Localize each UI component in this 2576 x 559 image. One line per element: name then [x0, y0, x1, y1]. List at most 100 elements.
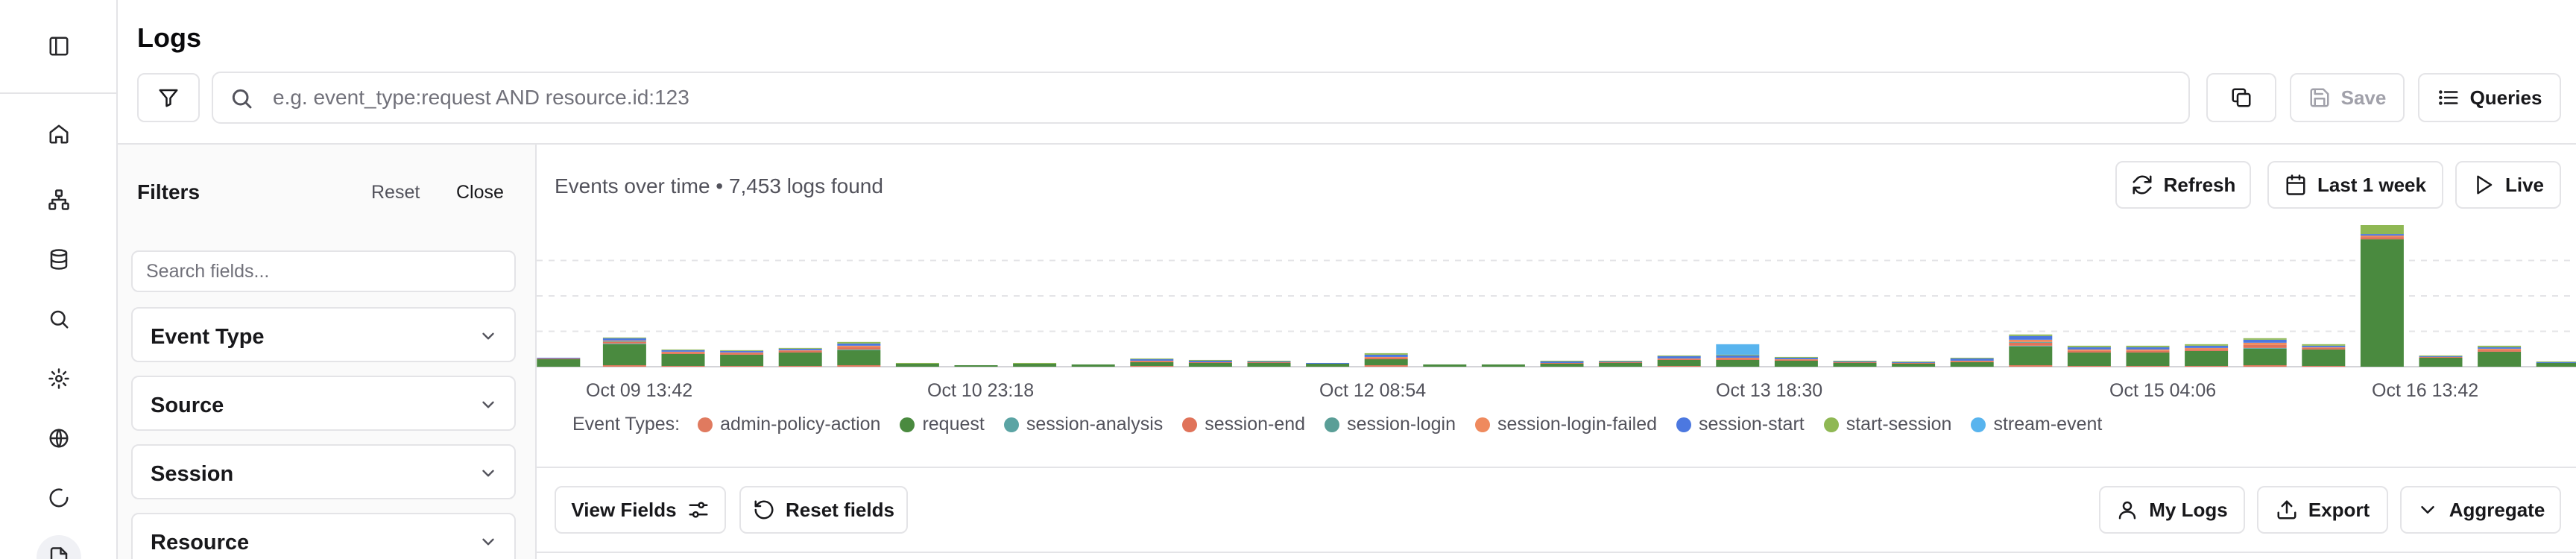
reset-fields-button[interactable]: Reset fields [739, 486, 908, 534]
bar-segment-session-end[interactable] [1599, 361, 1643, 363]
nav-database[interactable] [37, 237, 81, 282]
bar-segment-session-login[interactable] [602, 341, 646, 342]
bar-segment-session-start[interactable] [837, 343, 881, 346]
bar-segment-request[interactable] [954, 364, 998, 367]
bar-segment-session-end[interactable] [2185, 349, 2229, 351]
bar-segment-request[interactable] [2126, 352, 2170, 366]
bar-segment-start-session[interactable] [1013, 362, 1057, 364]
query-search-input[interactable] [273, 80, 2166, 115]
bar-segment-session-login-failed[interactable] [2478, 348, 2522, 350]
bar-segment-request[interactable] [1481, 364, 1525, 367]
bar-segment-request[interactable] [1306, 363, 1350, 367]
bar-segment-admin-policy-action[interactable] [2009, 364, 2053, 367]
nav-sitemap[interactable] [37, 177, 81, 222]
bar-segment-request[interactable] [1071, 364, 1115, 367]
bar-segment-session-analysis[interactable] [2243, 347, 2287, 349]
bar-segment-start-session[interactable] [778, 347, 822, 349]
legend-item-session-login[interactable]: session-login [1325, 414, 1456, 435]
bar-segment-session-login-failed[interactable] [2009, 339, 2053, 342]
bar-segment-session-login-failed[interactable] [2067, 349, 2111, 351]
bar-segment-session-start[interactable] [1540, 361, 1584, 363]
bar-segment-start-session[interactable] [2243, 338, 2287, 340]
bar-segment-admin-policy-action[interactable] [1364, 364, 1408, 367]
bar-segment-session-start[interactable] [1774, 357, 1818, 359]
bar-segment-request[interactable] [2243, 348, 2287, 365]
nav-globe[interactable] [37, 416, 81, 461]
legend-item-start-session[interactable]: start-session [1823, 414, 1951, 435]
bar-segment-session-start[interactable] [720, 350, 764, 353]
bar-segment-session-end[interactable] [2360, 237, 2404, 240]
filters-reset-button[interactable]: Reset [371, 182, 420, 203]
bar-segment-start-session[interactable] [2536, 361, 2576, 362]
bar-segment-start-session[interactable] [720, 350, 764, 351]
export-button[interactable]: Export [2257, 486, 2388, 534]
bar-segment-start-session[interactable] [2302, 344, 2346, 346]
facet-source[interactable]: Source [131, 376, 516, 431]
bar-segment-admin-policy-action[interactable] [2302, 365, 2346, 367]
nav-loader[interactable] [37, 476, 81, 520]
bar-segment-admin-policy-action[interactable] [778, 365, 822, 367]
my-logs-button[interactable]: My Logs [2099, 486, 2245, 534]
bar-segment-request[interactable] [2419, 357, 2463, 367]
bar-segment-session-start[interactable] [2302, 345, 2346, 347]
bar-segment-request[interactable] [1247, 362, 1291, 367]
bar-segment-request[interactable] [1774, 360, 1818, 367]
bar-segment-start-session[interactable] [1716, 354, 1760, 356]
bar-segment-session-start[interactable] [2360, 234, 2404, 236]
bar-segment-session-login-failed[interactable] [2126, 349, 2170, 351]
bar-segment-start-session[interactable] [1950, 357, 1994, 359]
bar-segment-start-session[interactable] [2478, 345, 2522, 347]
bar-segment-session-end[interactable] [2126, 350, 2170, 353]
bar-segment-session-end[interactable] [2478, 350, 2522, 352]
save-button[interactable]: Save [2290, 73, 2405, 122]
nav-settings[interactable] [37, 356, 81, 401]
bar-segment-request[interactable] [1188, 362, 1232, 367]
bar-segment-admin-policy-action[interactable] [2243, 364, 2287, 367]
bar-segment-session-login-failed[interactable] [1774, 359, 1818, 360]
bar-segment-start-session[interactable] [837, 341, 881, 344]
bar-segment-session-start[interactable] [1599, 361, 1643, 362]
bar-segment-request[interactable] [1540, 363, 1584, 367]
bar-segment-request[interactable] [602, 344, 646, 365]
bar-segment-session-end[interactable] [720, 353, 764, 355]
bar-segment-session-start[interactable] [1130, 359, 1174, 361]
bar-segment-request[interactable] [2536, 362, 2576, 367]
bar-segment-session-login-failed[interactable] [2302, 347, 2346, 348]
bar-segment-session-end[interactable] [1892, 362, 1936, 364]
bar-segment-session-login-failed[interactable] [2360, 236, 2404, 238]
bar-segment-session-end[interactable] [2067, 350, 2111, 353]
bar-segment-admin-policy-action[interactable] [837, 364, 881, 367]
bar-segment-session-start[interactable] [778, 348, 822, 350]
legend-item-session-analysis[interactable]: session-analysis [1003, 414, 1163, 435]
bar-segment-session-end[interactable] [837, 347, 881, 350]
facet-event-type[interactable]: Event Type [131, 307, 516, 362]
bar-segment-session-end[interactable] [1540, 362, 1584, 364]
bar-segment-start-session[interactable] [2067, 345, 2111, 347]
bar-segment-session-start[interactable] [2419, 356, 2463, 357]
bar-segment-session-login[interactable] [2009, 341, 2053, 343]
bar-segment-session-start[interactable] [2067, 347, 2111, 350]
bar-segment-request[interactable] [2009, 346, 2053, 365]
aggregate-button[interactable]: Aggregate [2400, 486, 2561, 534]
bar-segment-session-end[interactable] [1364, 357, 1408, 359]
bar-segment-admin-policy-action[interactable] [2185, 365, 2229, 367]
view-fields-button[interactable]: View Fields [555, 486, 726, 534]
bar-segment-start-session[interactable] [2009, 334, 2053, 336]
bar-segment-session-login-failed[interactable] [778, 350, 822, 351]
bar-segment-stream-event[interactable] [1716, 344, 1760, 355]
bar-segment-session-end[interactable] [1247, 361, 1291, 363]
bar-segment-session-start[interactable] [1892, 361, 1936, 363]
bar-segment-session-login-failed[interactable] [1716, 357, 1760, 359]
bar-segment-session-analysis[interactable] [2009, 345, 2053, 347]
bar-segment-session-start[interactable] [1833, 361, 1877, 362]
bar-segment-session-end[interactable] [1716, 358, 1760, 360]
bar-segment-session-end[interactable] [1833, 361, 1877, 363]
bar-segment-session-start[interactable] [602, 338, 646, 341]
bar-segment-session-start[interactable] [2126, 347, 2170, 350]
bar-segment-request[interactable] [1833, 362, 1877, 367]
bar-segment-session-end[interactable] [1657, 359, 1701, 360]
bar-segment-session-start[interactable] [1657, 356, 1701, 359]
bar-segment-session-start[interactable] [2009, 335, 2053, 340]
bar-segment-session-start[interactable] [2185, 345, 2229, 348]
bar-segment-start-session[interactable] [1364, 353, 1408, 355]
